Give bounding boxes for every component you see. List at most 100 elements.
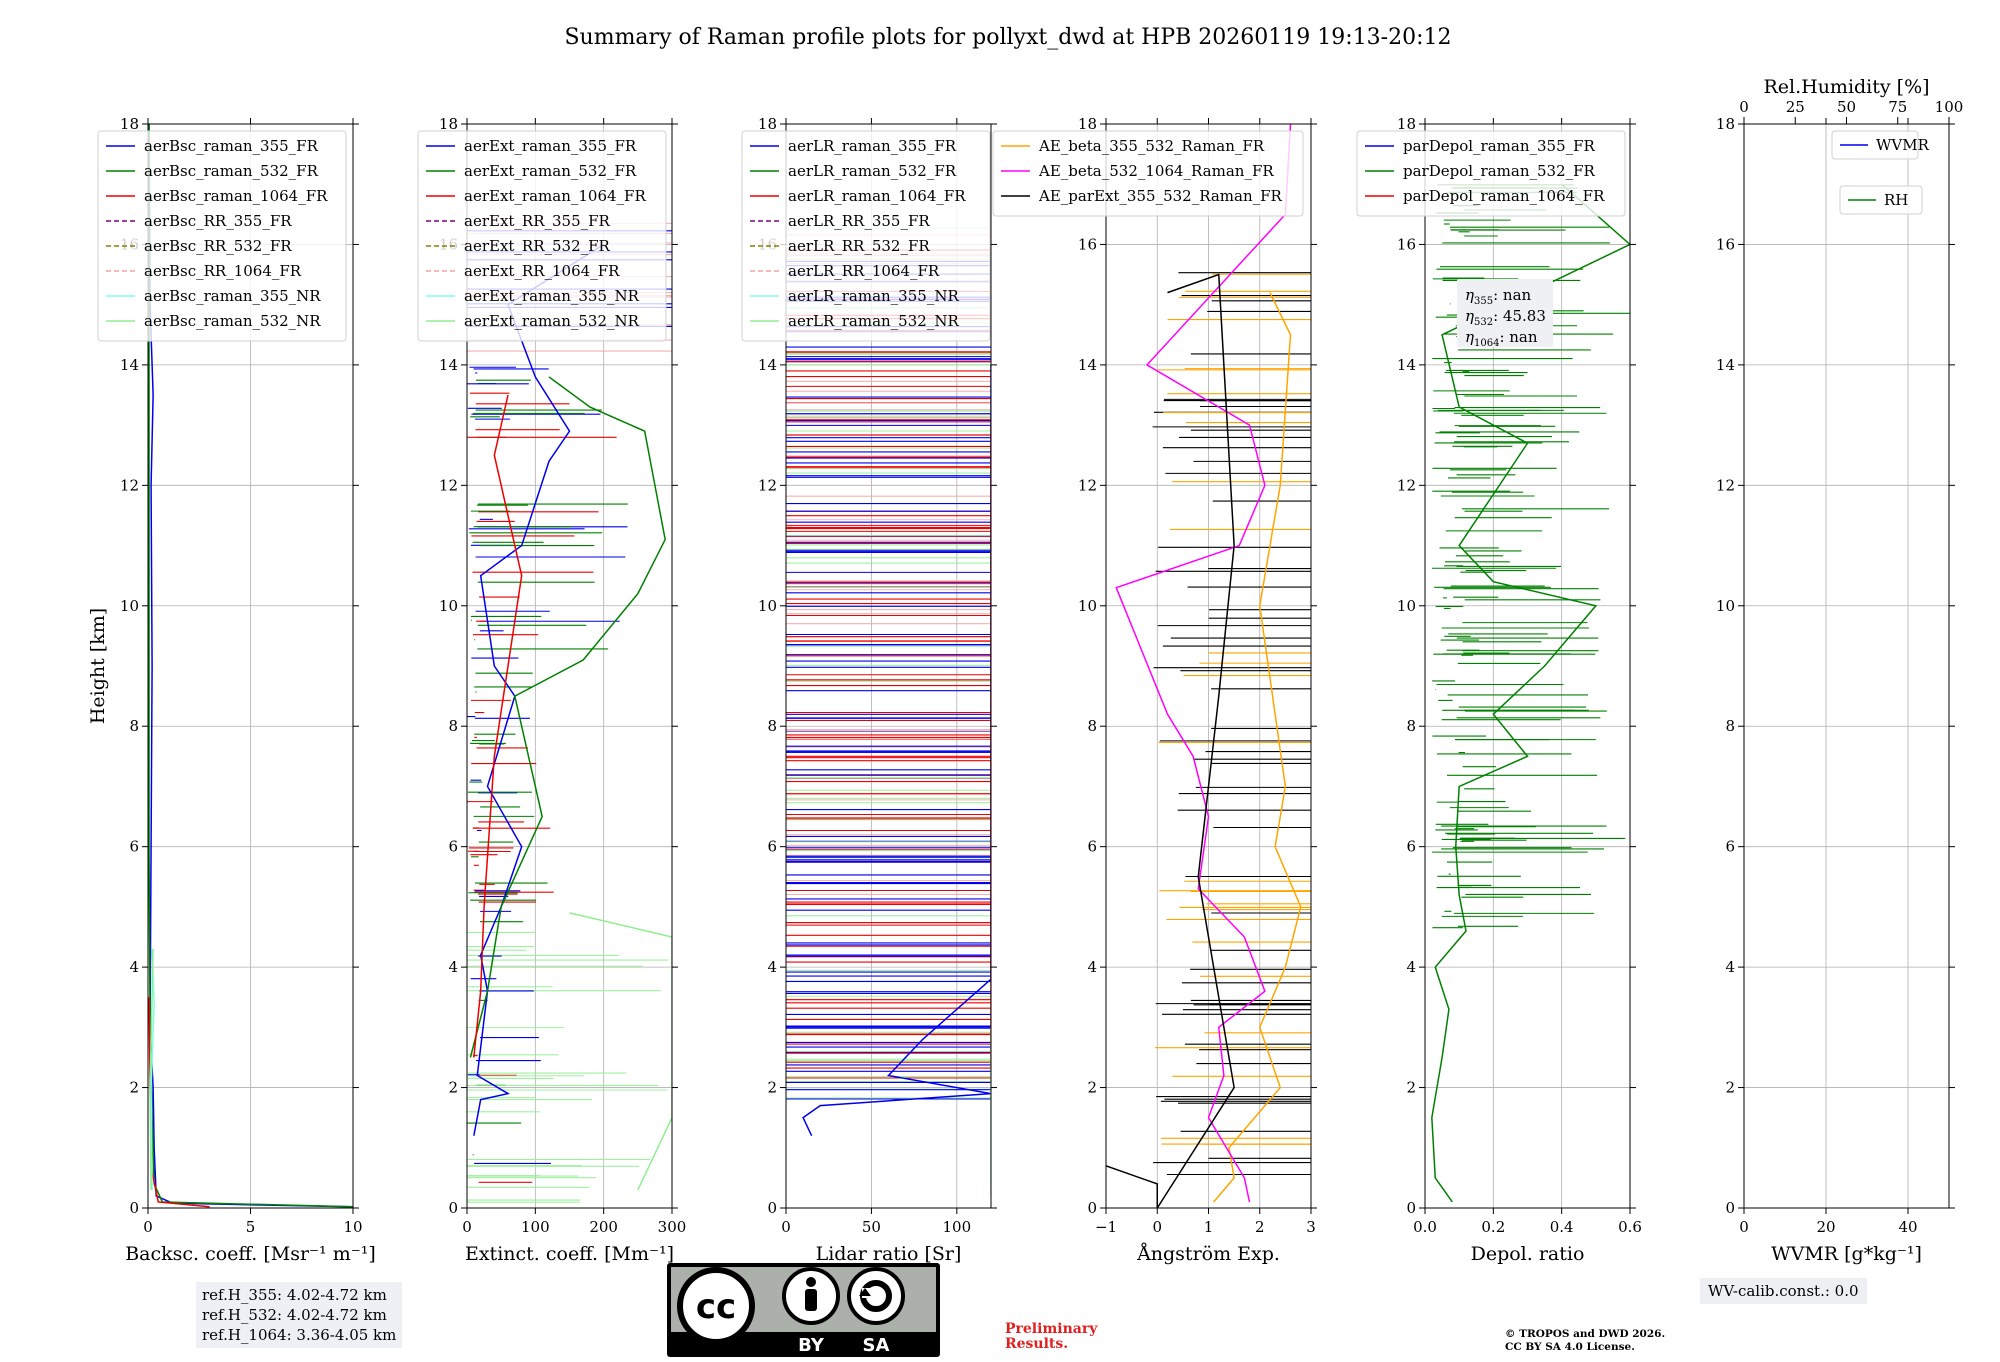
- series-aerLR_raman_355_FR: [802, 364, 991, 1137]
- y-tick-label: 6: [1725, 838, 1735, 856]
- top-axis-label: Rel.Humidity [%]: [1763, 76, 1929, 98]
- top-x-tick-label: 50: [1837, 98, 1856, 116]
- legend-box: [97, 130, 347, 342]
- legend-label: aerExt_raman_355_FR: [464, 137, 637, 155]
- cc-logo-icon: [677, 1267, 755, 1345]
- legend-label: aerExt_RR_355_FR: [464, 212, 611, 230]
- x-tick-label: 50: [862, 1218, 881, 1236]
- refh-355: ref.H_355: 4.02-4.72 km: [202, 1286, 387, 1304]
- series-AE_parExt_355_532_Raman_FR: [1106, 273, 1235, 1208]
- y-tick-label: 4: [448, 958, 458, 976]
- panel-2: 0246810121416180100200300Extinct. coeff.…: [417, 115, 687, 1265]
- panels: 0246810121416180510Backsc. coeff. [Msr⁻¹…: [87, 76, 1963, 1265]
- cc-sa-label: SA: [863, 1335, 890, 1356]
- y-tick-label: 12: [1397, 476, 1416, 494]
- refh-532: ref.H_532: 4.02-4.72 km: [202, 1306, 387, 1324]
- series-aerExt_raman_532_FR: [469, 376, 666, 1058]
- x-tick-label: −1: [1095, 1218, 1117, 1236]
- y-tick-label: 4: [1087, 958, 1097, 976]
- x-axis-label: Depol. ratio: [1471, 1243, 1585, 1265]
- legend-label: WVMR: [1876, 136, 1930, 154]
- legend-label: aerExt_RR_532_FR: [464, 237, 611, 255]
- y-tick-label: 4: [1406, 958, 1416, 976]
- y-tick-label: 18: [758, 115, 777, 133]
- series-AE_beta_355_532_Raman_FR: [1213, 292, 1302, 1203]
- y-tick-label: 6: [1087, 838, 1097, 856]
- y-tick-label: 18: [120, 115, 139, 133]
- y-tick-label: 12: [758, 476, 777, 494]
- x-tick-label: 200: [589, 1218, 618, 1236]
- y-tick-label: 8: [1725, 717, 1735, 735]
- series-group: [1106, 124, 1311, 1208]
- y-tick-label: 10: [439, 597, 458, 615]
- series-aerBsc_raman_532_NR: [149, 949, 154, 1190]
- legend-label: aerLR_raman_532_FR: [788, 162, 957, 180]
- svg-text:cc: cc: [696, 1287, 736, 1327]
- legend-label: aerLR_raman_355_FR: [788, 137, 957, 155]
- y-tick-label: 10: [120, 597, 139, 615]
- panel-5: 0 2 4 6 8 10 12 14 16 18 0.0 0.2 0.4 0.6 Depol. ratio p…: [1356, 115, 1642, 1265]
- legend-box: [1839, 185, 1923, 215]
- refh-1064: ref.H_1064: 3.36-4.05 km: [202, 1326, 397, 1344]
- series-group: [467, 222, 672, 1203]
- series-parDepol_raman_532_FR: [1431, 183, 1630, 1203]
- legend-label: aerBsc_raman_355_FR: [144, 137, 319, 155]
- x-tick-label: 0: [1739, 1218, 1749, 1236]
- y-tick-label: 0: [1087, 1199, 1097, 1217]
- legend-label: AE_parExt_355_532_Raman_FR: [1038, 187, 1283, 205]
- top-x-tick-label: 0: [1739, 98, 1749, 116]
- axes-frame: [466, 123, 673, 1209]
- x-axis-label: WVMR [g*kg⁻¹]: [1771, 1243, 1922, 1265]
- x-axis-label: Ångström Exp.: [1136, 1243, 1280, 1265]
- legend-label: aerLR_RR_532_FR: [788, 237, 930, 255]
- x-tick-label: 3: [1306, 1218, 1316, 1236]
- series-aerBsc_raman_1064_FR: [148, 997, 210, 1208]
- legend-label: RH: [1884, 191, 1908, 209]
- y-tick-label: 6: [1406, 838, 1416, 856]
- series-group: [148, 124, 353, 1208]
- y-tick-label: 14: [1078, 356, 1097, 374]
- sa-share-icon: [847, 1267, 905, 1325]
- y-tick-label: 14: [1716, 356, 1735, 374]
- y-tick-label: 14: [439, 356, 458, 374]
- y-axis-label: Height [km]: [87, 608, 109, 724]
- panel-1: 0246810121416180510Backsc. coeff. [Msr⁻¹…: [87, 115, 376, 1265]
- y-tick-label: 8: [129, 717, 139, 735]
- series-aerExt_raman_532_NR: [569, 912, 672, 1191]
- legend-label: parDepol_raman_532_FR: [1403, 162, 1596, 180]
- x-tick-label: 0: [781, 1218, 791, 1236]
- x-tick-label: 20: [1816, 1218, 1835, 1236]
- x-tick-label: 100: [521, 1218, 550, 1236]
- y-tick-label: 16: [1397, 235, 1416, 253]
- y-tick-label: 16: [1078, 235, 1097, 253]
- legend-label: aerExt_raman_1064_FR: [464, 187, 646, 205]
- legend-label: aerBsc_RR_1064_FR: [144, 262, 302, 280]
- y-tick-label: 6: [129, 838, 139, 856]
- y-tick-label: 10: [1716, 597, 1735, 615]
- x-tick-label: 300: [658, 1218, 687, 1236]
- top-x-tick-label: 75: [1888, 98, 1907, 116]
- x-tick-label: 40: [1898, 1218, 1917, 1236]
- legend-label: AE_beta_355_532_Raman_FR: [1038, 137, 1265, 155]
- figure-title: Summary of Raman profile plots for polly…: [564, 25, 1451, 50]
- legend-label: aerLR_RR_1064_FR: [788, 262, 940, 280]
- x-tick-label: 5: [246, 1218, 256, 1236]
- y-tick-label: 6: [767, 838, 777, 856]
- legend-label: aerLR_RR_355_FR: [788, 212, 930, 230]
- y-tick-label: 18: [439, 115, 458, 133]
- y-tick-label: 18: [1716, 115, 1735, 133]
- x-tick-label: 0.6: [1618, 1218, 1642, 1236]
- wv-calibration-constant: WV-calib.const.: 0.0: [1700, 1278, 1867, 1304]
- legend-label: aerLR_raman_532_NR: [788, 312, 959, 330]
- legend-label: aerExt_raman_532_FR: [464, 162, 637, 180]
- x-axis-label: Lidar ratio [Sr]: [816, 1243, 962, 1265]
- y-tick-label: 18: [1078, 115, 1097, 133]
- y-tick-label: 10: [1397, 597, 1416, 615]
- series-group: [786, 227, 991, 1196]
- y-tick-label: 6: [448, 838, 458, 856]
- series-aerBsc_raman_355_FR: [148, 124, 353, 1208]
- y-tick-label: 8: [1087, 717, 1097, 735]
- legend-label: AE_beta_532_1064_Raman_FR: [1038, 162, 1274, 180]
